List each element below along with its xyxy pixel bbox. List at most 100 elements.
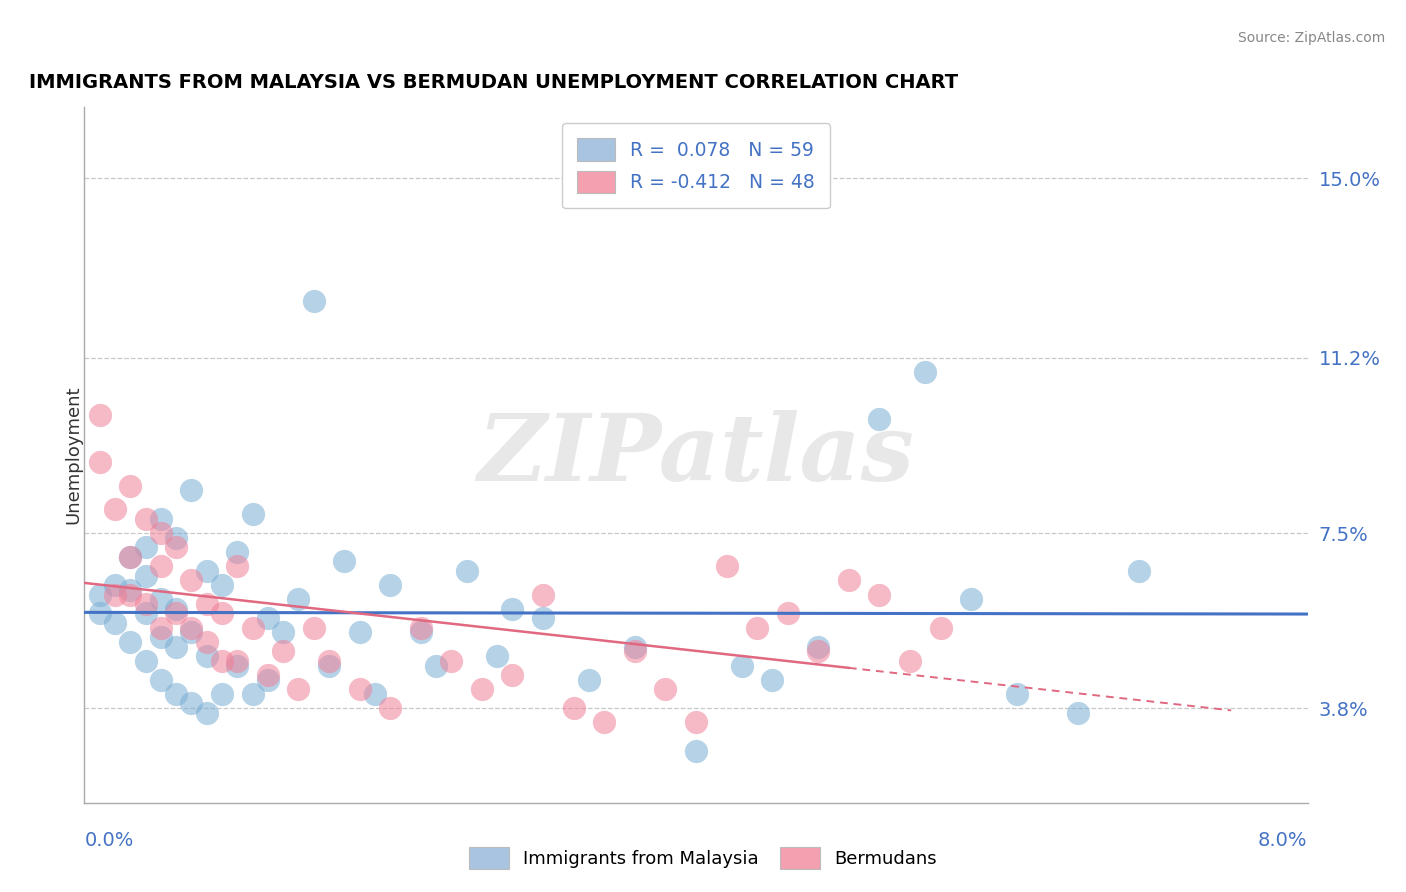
Point [180,621,202,635]
Point [149,592,172,607]
Point [104,615,127,630]
Point [654,682,676,697]
Point [211,687,233,701]
Point [898,654,921,668]
Point [869,588,891,602]
Y-axis label: Unemployment: Unemployment [65,385,82,524]
Point [120,588,142,602]
Point [226,654,249,668]
Point [104,502,127,516]
Point [624,644,647,658]
Point [287,682,309,697]
Point [211,578,233,592]
Point [195,564,218,578]
Point [149,526,172,541]
Point [120,635,142,649]
Point [302,294,325,309]
Point [135,654,157,668]
Point [501,668,523,682]
Point [364,687,387,701]
Point [89,607,111,621]
Point [211,654,233,668]
Point [149,621,172,635]
Point [195,649,218,664]
Point [486,649,509,664]
Legend: R =  0.078   N = 59, R = -0.412   N = 48: R = 0.078 N = 59, R = -0.412 N = 48 [562,123,830,209]
Point [869,412,891,426]
Point [531,611,554,625]
Point [120,478,142,492]
Point [120,582,142,597]
Point [180,625,202,640]
Point [89,408,111,422]
Point [807,640,830,654]
Point [271,625,294,640]
Point [333,554,356,568]
Point [135,540,157,554]
Point [1128,564,1150,578]
Point [593,715,616,730]
Point [135,512,157,526]
Point [104,578,127,592]
Point [89,455,111,469]
Point [716,559,738,574]
Legend: Immigrants from Malaysia, Bermudans: Immigrants from Malaysia, Bermudans [461,839,945,876]
Point [471,682,494,697]
Point [165,640,187,654]
Point [257,673,280,687]
Point [180,697,202,711]
Point [135,568,157,582]
Point [349,682,371,697]
Point [165,531,187,545]
Point [578,673,600,687]
Point [135,597,157,611]
Point [211,607,233,621]
Point [349,625,371,640]
Point [242,507,264,521]
Point [257,611,280,625]
Point [120,549,142,564]
Point [685,715,707,730]
Point [409,625,432,640]
Point [149,512,172,526]
Point [287,592,309,607]
Point [149,559,172,574]
Point [195,597,218,611]
Point [135,607,157,621]
Text: 0.0%: 0.0% [84,830,134,850]
Point [226,559,249,574]
Point [165,607,187,621]
Point [807,644,830,658]
Point [89,588,111,602]
Point [1067,706,1090,720]
Text: Source: ZipAtlas.com: Source: ZipAtlas.com [1237,31,1385,45]
Point [149,673,172,687]
Point [318,654,340,668]
Point [838,574,860,588]
Point [120,549,142,564]
Point [380,701,402,715]
Point [180,574,202,588]
Point [1005,687,1028,701]
Point [380,578,402,592]
Point [425,658,447,673]
Point [914,365,936,379]
Point [271,644,294,658]
Text: ZIPatlas: ZIPatlas [478,410,914,500]
Point [624,640,647,654]
Point [960,592,983,607]
Point [440,654,463,668]
Point [745,621,768,635]
Point [501,601,523,615]
Point [104,588,127,602]
Text: 8.0%: 8.0% [1258,830,1308,850]
Point [195,635,218,649]
Point [165,687,187,701]
Point [242,621,264,635]
Point [776,607,799,621]
Point [226,545,249,559]
Point [409,621,432,635]
Point [531,588,554,602]
Point [761,673,783,687]
Point [302,621,325,635]
